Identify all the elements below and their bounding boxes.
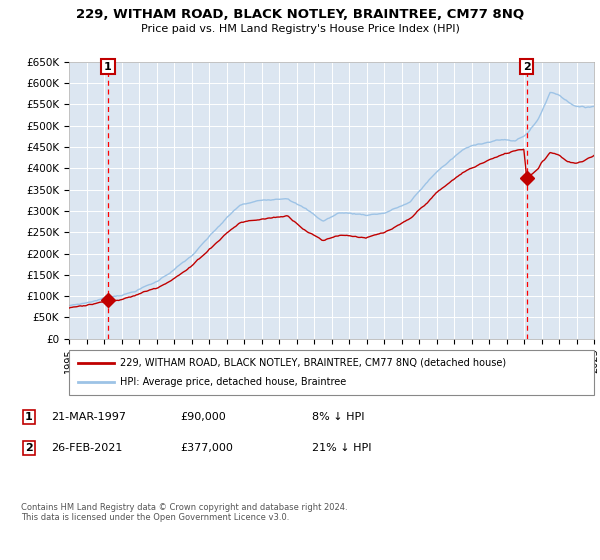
Text: 21-MAR-1997: 21-MAR-1997 — [51, 412, 126, 422]
Text: 229, WITHAM ROAD, BLACK NOTLEY, BRAINTREE, CM77 8NQ (detached house): 229, WITHAM ROAD, BLACK NOTLEY, BRAINTRE… — [120, 357, 506, 367]
Text: 1: 1 — [104, 62, 112, 72]
Text: 2: 2 — [523, 62, 530, 72]
Text: £90,000: £90,000 — [180, 412, 226, 422]
Text: Price paid vs. HM Land Registry's House Price Index (HPI): Price paid vs. HM Land Registry's House … — [140, 24, 460, 34]
Text: 2: 2 — [25, 443, 32, 453]
Text: 26-FEB-2021: 26-FEB-2021 — [51, 443, 122, 453]
Text: 1: 1 — [25, 412, 32, 422]
Text: 21% ↓ HPI: 21% ↓ HPI — [312, 443, 371, 453]
Text: Contains HM Land Registry data © Crown copyright and database right 2024.
This d: Contains HM Land Registry data © Crown c… — [21, 503, 347, 522]
Text: 229, WITHAM ROAD, BLACK NOTLEY, BRAINTREE, CM77 8NQ: 229, WITHAM ROAD, BLACK NOTLEY, BRAINTRE… — [76, 8, 524, 21]
Text: HPI: Average price, detached house, Braintree: HPI: Average price, detached house, Brai… — [120, 377, 346, 388]
Text: 8% ↓ HPI: 8% ↓ HPI — [312, 412, 365, 422]
Text: £377,000: £377,000 — [180, 443, 233, 453]
